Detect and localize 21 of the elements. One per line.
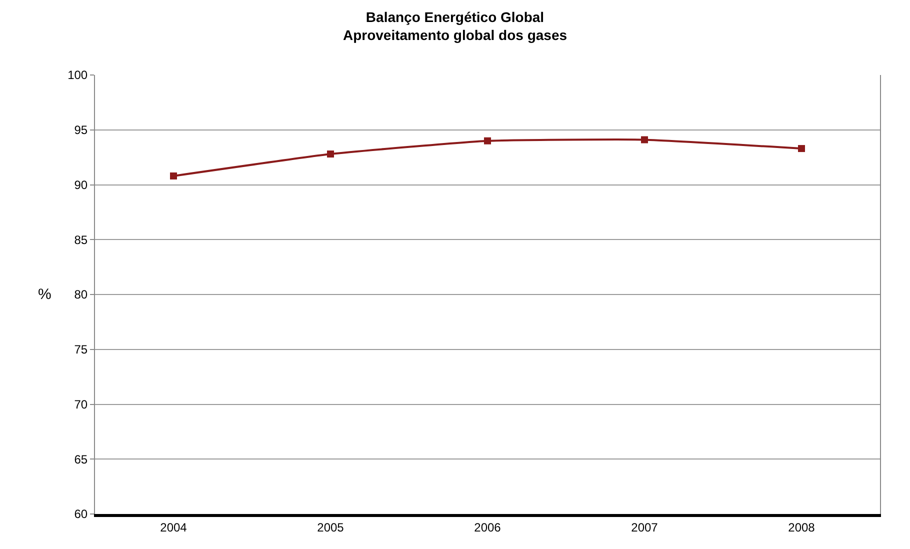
point <box>798 145 805 152</box>
y-axis-title: % <box>38 286 52 303</box>
x-tick-label: 2006 <box>474 520 502 534</box>
y-tick-label: 95 <box>74 123 88 138</box>
y-tick-label: 65 <box>74 452 88 466</box>
point <box>170 172 177 180</box>
y-tick-label: 80 <box>74 288 88 302</box>
x-tick-label: 2004 <box>160 520 188 534</box>
y-tick-label: 60 <box>74 507 88 522</box>
point <box>641 136 648 144</box>
x-tick-label: 2008 <box>788 520 816 534</box>
point <box>484 137 491 144</box>
y-tick-label: 85 <box>74 232 88 247</box>
y-tick-label: 70 <box>74 397 88 412</box>
point <box>327 150 334 158</box>
x-tick-label: 2007 <box>631 520 658 534</box>
x-tick-label: 2005 <box>317 520 344 534</box>
y-tick-label: 75 <box>74 342 88 357</box>
y-tick-label: 100 <box>68 68 88 82</box>
chart-title: Balanço Energético Global Aproveitamento global dos gases <box>342 8 568 44</box>
y-tick-label: 90 <box>74 178 88 192</box>
